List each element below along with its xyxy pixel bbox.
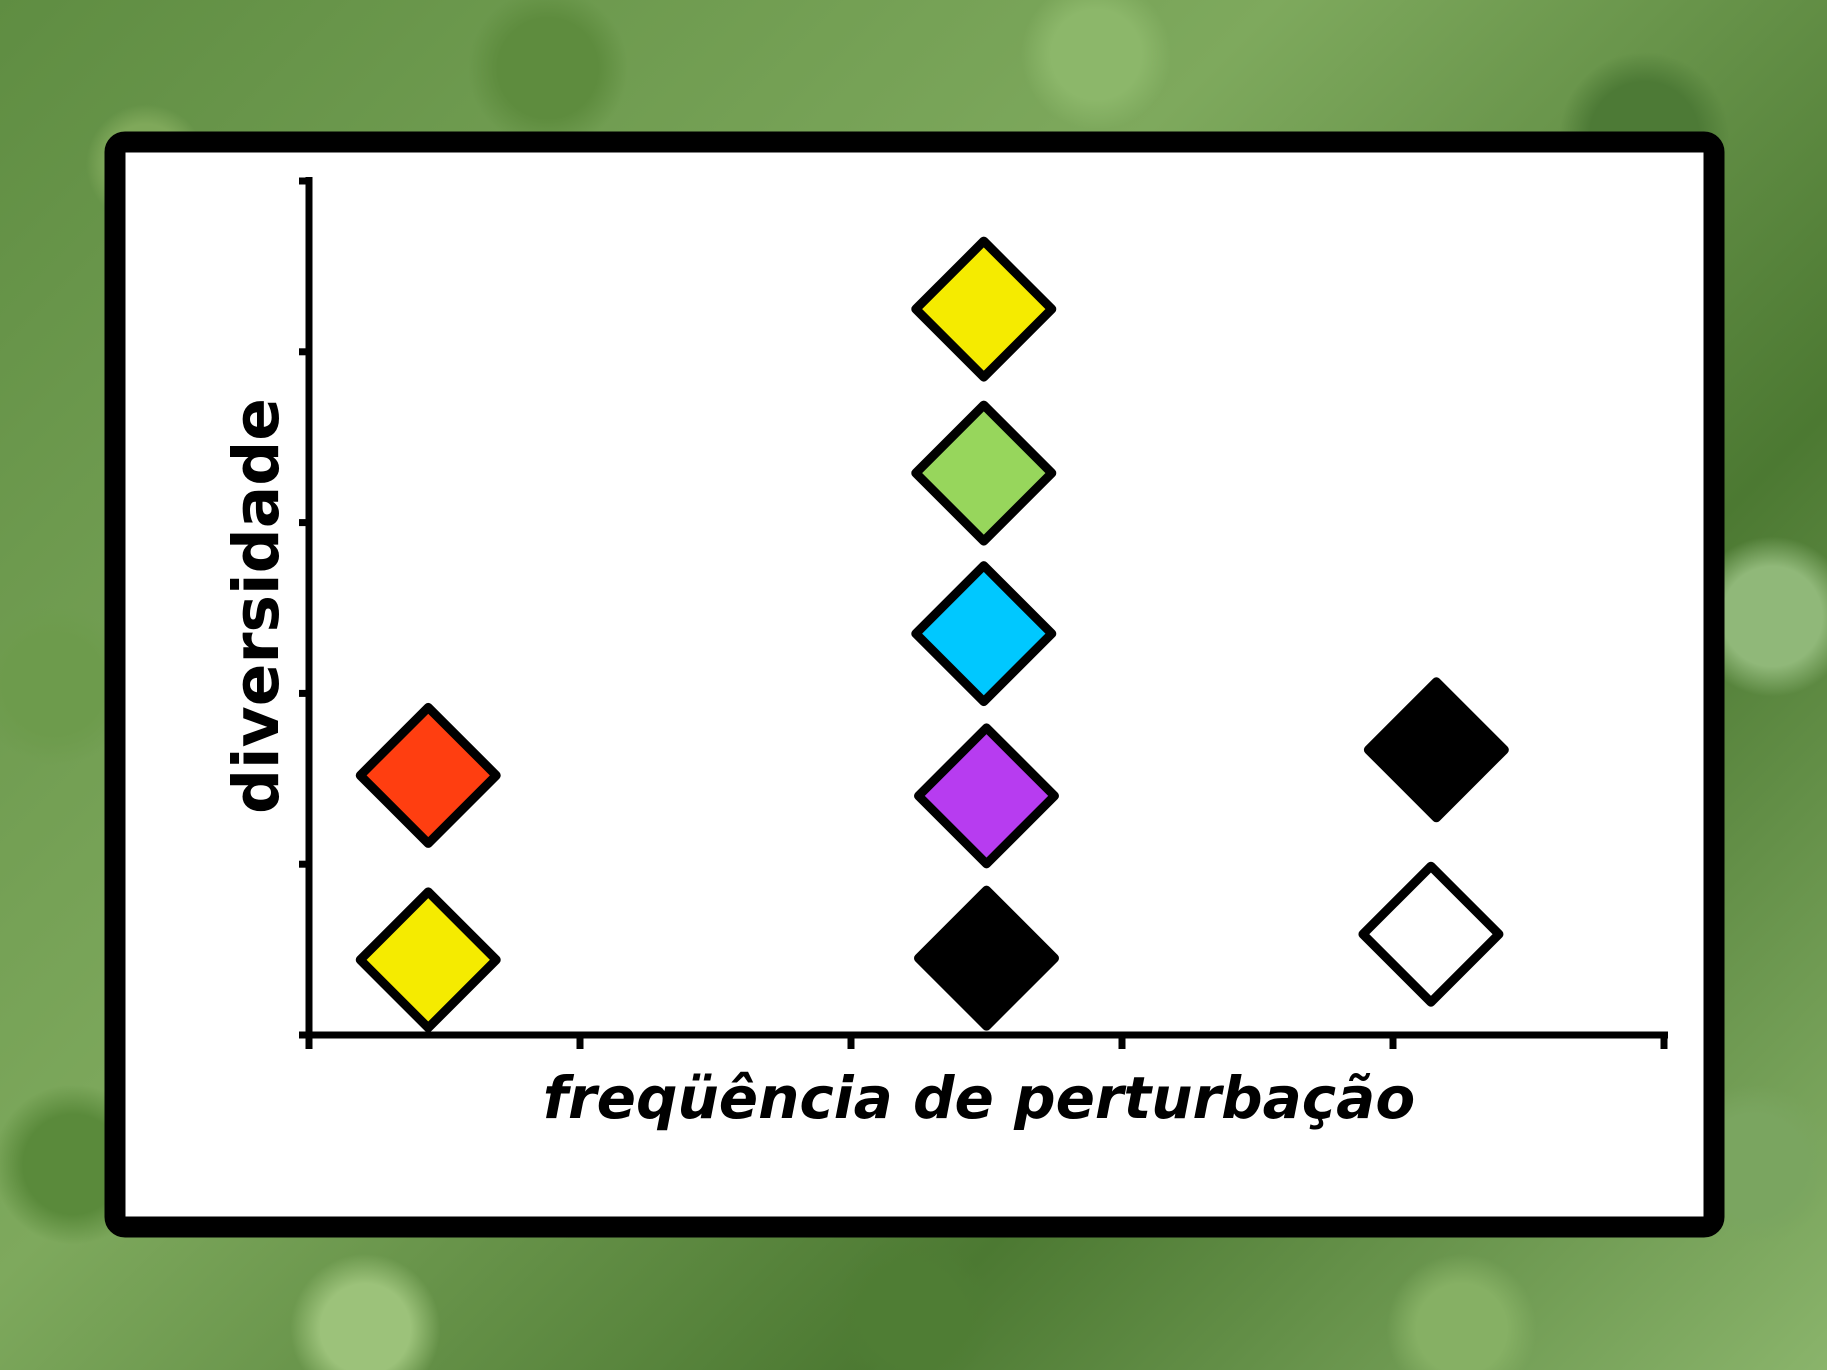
chart-frame xyxy=(104,131,1725,1238)
diamond-point xyxy=(911,236,1057,382)
diamond-point xyxy=(1363,677,1509,823)
diamond-point xyxy=(911,561,1057,707)
x-axis-label: freqüência de perturbação xyxy=(543,1064,1415,1132)
diamond-point xyxy=(355,702,501,848)
diamond-point xyxy=(1358,861,1504,1007)
diamond-point xyxy=(914,723,1059,869)
y-axis-label: diversidade xyxy=(220,398,293,814)
diamond-point xyxy=(355,887,501,1033)
diamond-point xyxy=(911,400,1057,546)
diamond-point xyxy=(914,885,1059,1031)
